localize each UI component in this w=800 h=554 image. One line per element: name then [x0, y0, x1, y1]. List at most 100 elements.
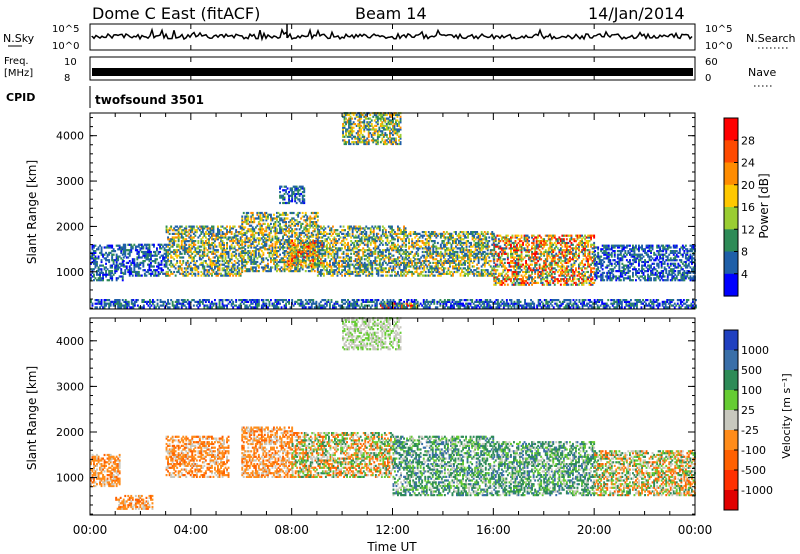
- heatmap-cell: [384, 261, 387, 264]
- heatmap-cell: [289, 226, 292, 229]
- heatmap-cell: [189, 243, 192, 246]
- heatmap-cell: [360, 240, 363, 243]
- heatmap-cell: [197, 227, 200, 230]
- heatmap-cell: [300, 250, 303, 254]
- heatmap-cell: [233, 263, 236, 266]
- heatmap-cell: [298, 249, 301, 252]
- heatmap-cell: [567, 265, 570, 268]
- heatmap-cell: [365, 243, 368, 246]
- heatmap-cell: [130, 245, 133, 248]
- heatmap-cell: [365, 265, 368, 268]
- heatmap-cell: [388, 250, 390, 254]
- heatmap-cell: [244, 264, 247, 267]
- heatmap-cell: [285, 211, 287, 215]
- heatmap-cell: [421, 240, 424, 243]
- heatmap-cell: [154, 274, 157, 277]
- heatmap-cell: [241, 260, 244, 264]
- heatmap-cell: [241, 215, 244, 218]
- heatmap-cell: [182, 232, 185, 235]
- heatmap-cell: [265, 239, 268, 242]
- heatmap-cell: [306, 235, 309, 238]
- heatmap-cell: [312, 241, 315, 245]
- heatmap-cell: [183, 247, 186, 250]
- heatmap-cell: [277, 250, 280, 253]
- heatmap-cell: [362, 241, 365, 245]
- heatmap-cell: [289, 211, 292, 215]
- heatmap-cell: [230, 238, 233, 241]
- heatmap-cell: [394, 243, 396, 246]
- heatmap-cell: [170, 265, 173, 268]
- heatmap-cell: [342, 256, 345, 259]
- heatmap-cell: [262, 270, 265, 273]
- heatmap-cell: [383, 232, 386, 235]
- heatmap-cell: [391, 231, 393, 234]
- heatmap-cell: [307, 254, 310, 257]
- heatmap-cell: [470, 258, 472, 261]
- heatmap-cell: [185, 234, 188, 237]
- heatmap-cell: [214, 249, 216, 252]
- heatmap-cell: [263, 213, 266, 216]
- heatmap-cell: [122, 272, 125, 275]
- heatmap-cell: [220, 247, 222, 250]
- heatmap-cell: [245, 217, 248, 220]
- heatmap-cell: [412, 272, 415, 275]
- heatmap-cell: [549, 280, 552, 283]
- heatmap-cell: [206, 272, 209, 275]
- heatmap-cell: [288, 270, 290, 273]
- heatmap-cell: [381, 263, 384, 266]
- heatmap-cell: [233, 272, 236, 275]
- heatmap-cell: [285, 233, 287, 236]
- heatmap-cell: [270, 250, 272, 253]
- heatmap-cell: [291, 228, 294, 231]
- heatmap-cell: [185, 269, 188, 272]
- heatmap-cell: [503, 258, 506, 261]
- heatmap-cell: [265, 244, 268, 247]
- heatmap-cell: [289, 265, 292, 268]
- heatmap-cell: [286, 260, 289, 263]
- heatmap-cell: [392, 243, 395, 246]
- heatmap-cell: [318, 241, 321, 245]
- heatmap-cell: [251, 230, 254, 233]
- heatmap-cell: [200, 261, 203, 264]
- heatmap-cell: [360, 236, 363, 239]
- heatmap-cell: [286, 239, 289, 242]
- heatmap-cell: [137, 265, 140, 268]
- heatmap-cell: [201, 229, 204, 232]
- heatmap-cell: [378, 250, 381, 254]
- heatmap-cell: [277, 221, 280, 224]
- heatmap-cell: [467, 240, 469, 243]
- heatmap-cell: [197, 245, 200, 248]
- heatmap-cell: [309, 217, 312, 220]
- heatmap-cell: [418, 261, 421, 264]
- heatmap-cell: [217, 234, 219, 237]
- heatmap-cell: [363, 249, 366, 252]
- heatmap-cell: [360, 231, 363, 234]
- nave-tick-bottom: 0: [705, 73, 711, 84]
- heatmap-cell: [335, 232, 337, 235]
- heatmap-cell: [111, 257, 114, 260]
- heatmap-cell: [230, 269, 233, 272]
- heatmap-cell: [248, 228, 251, 231]
- heatmap-cell: [148, 269, 151, 272]
- heatmap-cell: [120, 262, 123, 265]
- heatmap-cell: [276, 237, 278, 240]
- heatmap-cell: [298, 255, 301, 258]
- heatmap-cell: [130, 249, 133, 252]
- heatmap-cell: [319, 263, 322, 266]
- heatmap-cell: [244, 242, 247, 245]
- heatmap-cell: [330, 267, 333, 270]
- heatmap-cell: [329, 247, 331, 250]
- heatmap-cell: [282, 242, 284, 245]
- heatmap-cell: [194, 263, 197, 266]
- heatmap-cell: [350, 258, 353, 261]
- heatmap-cell: [214, 243, 216, 246]
- heatmap-cell: [391, 243, 393, 246]
- heatmap-cell: [230, 254, 233, 257]
- heatmap-cell: [99, 251, 101, 254]
- heatmap-cell: [400, 254, 402, 257]
- nsky-label: N.Sky: [3, 32, 35, 45]
- heatmap-cell: [148, 260, 151, 263]
- heatmap-cell: [277, 237, 280, 240]
- heatmap-cell: [256, 213, 259, 216]
- heatmap-cell: [424, 260, 427, 263]
